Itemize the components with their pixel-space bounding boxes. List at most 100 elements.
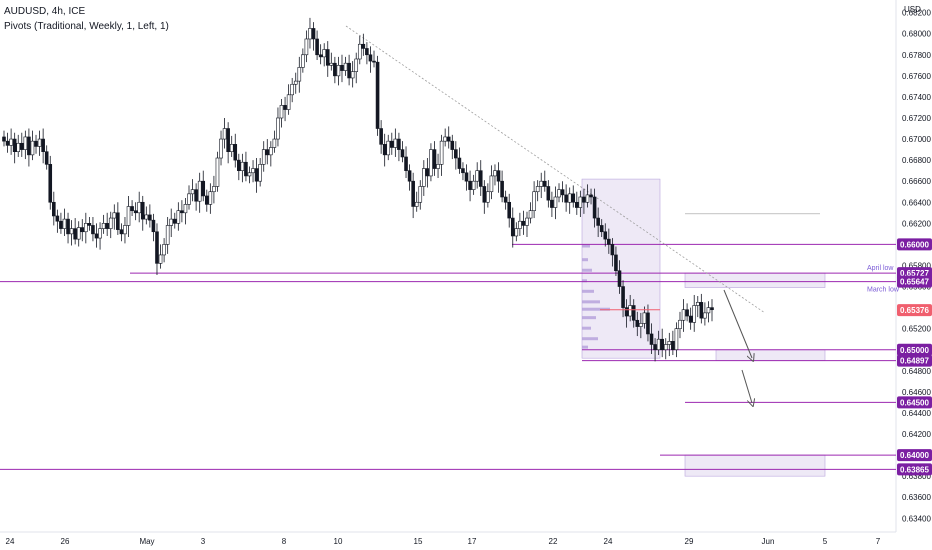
candle-body	[407, 170, 412, 182]
price-level-badge	[897, 238, 932, 251]
candle-body	[101, 223, 106, 229]
candle-body	[553, 196, 558, 208]
candle-body	[233, 144, 238, 161]
y-tick-label: 0.64400	[902, 409, 931, 418]
candle-body	[322, 49, 327, 58]
candle-body	[158, 254, 163, 264]
candle-body	[59, 220, 63, 229]
candle-body	[204, 195, 209, 205]
candle-body	[663, 344, 668, 351]
candle-body	[678, 319, 682, 329]
candle-body	[624, 307, 629, 317]
candle-body	[461, 168, 465, 174]
candle-body	[542, 180, 547, 187]
candle-body	[133, 210, 138, 214]
candle-body	[414, 201, 419, 207]
candle-body	[34, 140, 38, 147]
volume-profile-bar	[582, 258, 588, 262]
candle-body	[500, 180, 504, 198]
x-tick-label: 17	[468, 537, 477, 546]
candle-body	[539, 180, 544, 187]
price-level-label: 0.65000	[900, 346, 929, 355]
candle-body	[703, 312, 707, 319]
candle-body	[660, 338, 664, 351]
x-tick-label: 7	[876, 537, 881, 546]
candle-body	[19, 142, 24, 150]
candle-body	[333, 62, 337, 77]
candle-body	[386, 140, 391, 156]
candle-body	[94, 233, 99, 239]
candle-body	[685, 309, 689, 317]
candle-body	[550, 199, 554, 208]
candle-body	[87, 223, 92, 226]
candle-body	[340, 65, 344, 71]
candle-body	[123, 225, 127, 235]
candle-body	[560, 189, 565, 196]
candle-body	[208, 191, 213, 205]
candle-body	[2, 136, 6, 142]
price-level-label: 0.65647	[900, 278, 929, 287]
candle-body	[229, 144, 234, 152]
candle-body	[144, 214, 149, 220]
y-tick-label: 0.67000	[902, 135, 931, 144]
indicator-label[interactable]: Pivots (Traditional, Weekly, 1, Left, 1)	[4, 21, 169, 32]
candle-body	[112, 212, 117, 219]
candle-body	[389, 140, 394, 148]
candle-body	[222, 128, 227, 140]
candle-body	[116, 212, 120, 230]
candle-body	[646, 312, 650, 335]
y-tick-label: 0.68200	[902, 9, 931, 18]
candle-body	[478, 170, 483, 187]
candle-body	[258, 164, 262, 182]
price-level-badge	[897, 275, 932, 288]
candle-body	[308, 28, 312, 40]
y-tick-label: 0.65200	[902, 325, 931, 334]
candle-body	[108, 217, 113, 229]
price-level-label: 0.66000	[900, 240, 929, 249]
volume-profile-bar	[582, 289, 594, 293]
y-tick-label: 0.67800	[902, 51, 931, 60]
candle-body	[468, 180, 472, 190]
candle-body	[575, 201, 579, 208]
x-tick-label: 24	[604, 537, 613, 546]
candle-body	[286, 94, 291, 110]
symbol-label[interactable]: AUDUSD, 4h, ICE	[4, 6, 86, 17]
candle-body	[165, 225, 170, 245]
level-annotation: March low	[867, 287, 900, 294]
resistance-zone	[684, 272, 826, 288]
candle-body	[464, 172, 469, 182]
candle-body	[215, 157, 220, 187]
candle-body	[44, 151, 49, 165]
x-tick-label: 10	[334, 537, 343, 546]
candle-body	[610, 244, 615, 256]
candle-body	[91, 225, 95, 235]
candle-body	[489, 175, 494, 193]
candle-body	[297, 67, 302, 82]
volume-profile-bar	[582, 307, 610, 311]
candle-body	[532, 191, 536, 211]
candle-body	[80, 227, 85, 233]
candle-body	[325, 49, 330, 66]
y-tick-label: 0.64200	[902, 430, 931, 439]
y-tick-label: 0.64800	[902, 367, 931, 376]
candle-body	[379, 128, 383, 145]
candle-body	[336, 65, 341, 77]
candle-body	[596, 217, 600, 226]
candle-body	[688, 315, 693, 323]
candle-body	[621, 286, 625, 308]
price-level-label: 0.63865	[900, 465, 929, 474]
volume-profile-bar	[582, 326, 591, 330]
y-tick-label: 0.66400	[902, 198, 931, 207]
candle-body	[357, 43, 362, 60]
y-tick-label: 0.66200	[902, 219, 931, 228]
y-tick-label: 0.65800	[902, 261, 931, 270]
candle-body	[240, 161, 245, 171]
candle-body	[607, 238, 611, 245]
candle-body	[653, 344, 657, 351]
candle-body	[343, 62, 348, 71]
candle-body	[639, 323, 643, 327]
candle-body	[475, 170, 479, 182]
candle-body	[265, 149, 270, 156]
